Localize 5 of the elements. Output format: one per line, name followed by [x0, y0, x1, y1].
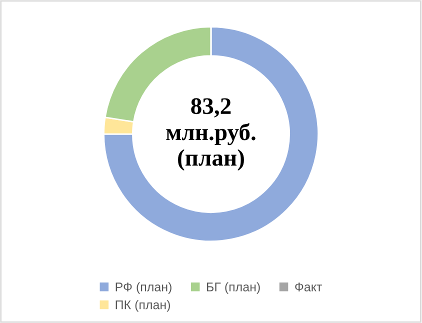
legend-label: Факт: [295, 282, 322, 292]
text: 83,2 млн.руб. (план): [166, 98, 256, 171]
legend-label: РФ (план): [116, 282, 172, 294]
legend-label: ПК (план): [116, 300, 170, 312]
legend-label: БГ (план): [206, 282, 260, 294]
